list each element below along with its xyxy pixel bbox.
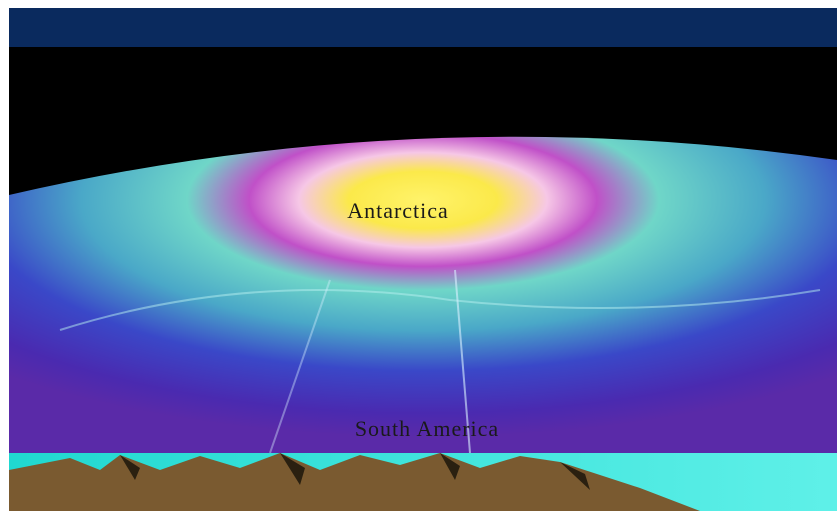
map-line (59, 289, 821, 331)
ozone-map (9, 136, 837, 453)
mountains (9, 453, 700, 511)
map-line (454, 269, 471, 454)
map-label: Antarctica (347, 198, 449, 223)
title-bar (9, 8, 837, 47)
map-line (269, 279, 331, 454)
map-label: South America (355, 416, 499, 441)
